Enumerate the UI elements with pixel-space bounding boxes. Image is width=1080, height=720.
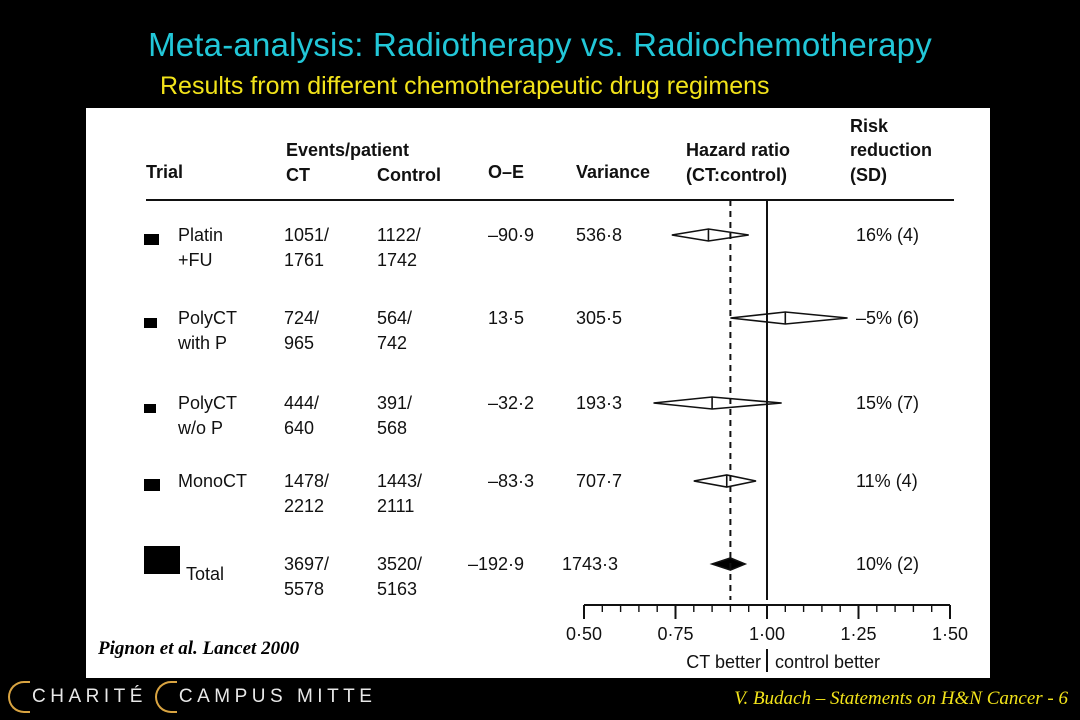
tick-label: 0·50 — [566, 624, 602, 644]
header-oe: O–E — [488, 162, 524, 182]
control-events: 564/ — [377, 308, 412, 328]
control-patients: 2111 — [377, 496, 414, 516]
oe-value: –32·2 — [488, 393, 534, 413]
ci-diamond — [653, 396, 782, 410]
column-headers: Trial Events/patient CT Control O–E Variance H… — [146, 116, 932, 185]
control-patients: 742 — [377, 333, 407, 353]
trial-name: PolyCT — [178, 308, 237, 328]
ct-patients: 965 — [284, 333, 314, 353]
oe-value: –90·9 — [488, 225, 534, 245]
variance-value: 536·8 — [576, 225, 622, 245]
xlabel-ct-better: CT better — [686, 652, 761, 672]
logo-bracket-icon — [154, 681, 177, 713]
header-rr-3: (SD) — [850, 165, 887, 185]
control-patients: 5163 — [377, 579, 417, 599]
weight-box — [144, 404, 156, 413]
table-rows: Platin +FU 1051/1761 1122/1742 –90·9 536·8 16%… — [144, 225, 919, 599]
footer-author: V. Budach – Statements on H&N Cancer - 6 — [734, 688, 1068, 709]
table-row: PolyCT with P 724/965 564/742 13·5 305·5 –5% (… — [144, 308, 919, 353]
trial-name: Platin — [178, 225, 223, 245]
variance-value: 305·5 — [576, 308, 622, 328]
plot-area: 0·50 0·75 1·00 1·25 1·50 CT better control bet… — [566, 200, 968, 672]
header-variance: Variance — [576, 162, 650, 182]
trial-name: PolyCT — [178, 393, 237, 413]
tick-label: 0·75 — [657, 624, 693, 644]
ci-diamond — [671, 228, 749, 242]
header-control: Control — [377, 165, 441, 185]
slide-subtitle: Results from different chemotherapeutic … — [160, 72, 770, 100]
trial-name-line2: w/o P — [177, 418, 223, 438]
header-events: Events/patient — [286, 140, 409, 160]
weight-box — [144, 234, 159, 245]
risk-reduction: 16% (4) — [856, 225, 919, 245]
risk-reduction: 10% (2) — [856, 554, 919, 574]
header-rr-2: reduction — [850, 140, 932, 160]
weight-box — [144, 318, 157, 328]
ct-events: 1051/ — [284, 225, 329, 245]
trial-name: Total — [186, 564, 224, 584]
oe-value: –83·3 — [488, 471, 534, 491]
xlabel-control-better: control better — [775, 652, 880, 672]
header-hr-1: Hazard ratio — [686, 140, 790, 160]
ci-diamond — [730, 311, 848, 325]
tick-label: 1·50 — [932, 624, 968, 644]
risk-reduction: 15% (7) — [856, 393, 919, 413]
variance-value: 1743·3 — [562, 554, 618, 574]
weight-box — [144, 546, 180, 574]
table-row: MonoCT 1478/2212 1443/2111 –83·3 707·7 11% (4… — [144, 471, 918, 516]
slide-title: Meta-analysis: Radiotherapy vs. Radioche… — [148, 26, 932, 63]
ct-events: 1478/ — [284, 471, 329, 491]
control-patients: 1742 — [377, 250, 417, 270]
citation: Pignon et al. Lancet 2000 — [98, 638, 300, 659]
logo-text-right: CAMPUS MITTE — [178, 686, 377, 707]
variance-value: 193·3 — [576, 393, 622, 413]
header-ct: CT — [286, 165, 310, 185]
ct-patients: 640 — [284, 418, 314, 438]
ci-diamond — [693, 474, 757, 488]
control-events: 3520/ — [377, 554, 422, 574]
trial-name-line2: +FU — [178, 250, 213, 270]
risk-reduction: 11% (4) — [856, 471, 918, 491]
control-events: 1443/ — [377, 471, 422, 491]
table-row: PolyCT w/o P 444/640 391/568 –32·2 193·3 15% (… — [144, 393, 919, 438]
variance-value: 707·7 — [576, 471, 622, 491]
control-patients: 568 — [377, 418, 407, 438]
ct-patients: 1761 — [284, 250, 324, 270]
trial-name: MonoCT — [178, 471, 247, 491]
table-row: Platin +FU 1051/1761 1122/1742 –90·9 536·8 16%… — [144, 225, 919, 270]
oe-value: –192·9 — [468, 554, 524, 574]
ct-patients: 5578 — [284, 579, 324, 599]
trial-name-line2: with P — [177, 333, 227, 353]
forest-plot-panel: Trial Events/patient CT Control O–E Variance H… — [86, 108, 990, 678]
header-rr-1: Risk — [850, 116, 889, 136]
control-events: 1122/ — [377, 225, 421, 245]
header-trial: Trial — [146, 162, 183, 182]
total-diamond — [709, 557, 748, 571]
tick-label: 1·25 — [840, 624, 876, 644]
risk-reduction: –5% (6) — [856, 308, 919, 328]
ct-events: 444/ — [284, 393, 319, 413]
logo-bracket-icon — [8, 681, 30, 713]
charite-logo: CHARITÉ CAMPUS MITTE — [8, 680, 376, 714]
control-events: 391/ — [377, 393, 412, 413]
ct-events: 724/ — [284, 308, 319, 328]
forest-plot: Trial Events/patient CT Control O–E Variance H… — [144, 116, 968, 672]
oe-value: 13·5 — [488, 308, 524, 328]
tick-label: 1·00 — [749, 624, 785, 644]
header-hr-2: (CT:control) — [686, 165, 787, 185]
logo-text-left: CHARITÉ — [32, 686, 147, 707]
table-row: Total 3697/5578 3520/5163 –192·9 1743·3 10% (… — [144, 546, 919, 599]
ct-events: 3697/ — [284, 554, 329, 574]
weight-box — [144, 479, 160, 491]
ct-patients: 2212 — [284, 496, 324, 516]
